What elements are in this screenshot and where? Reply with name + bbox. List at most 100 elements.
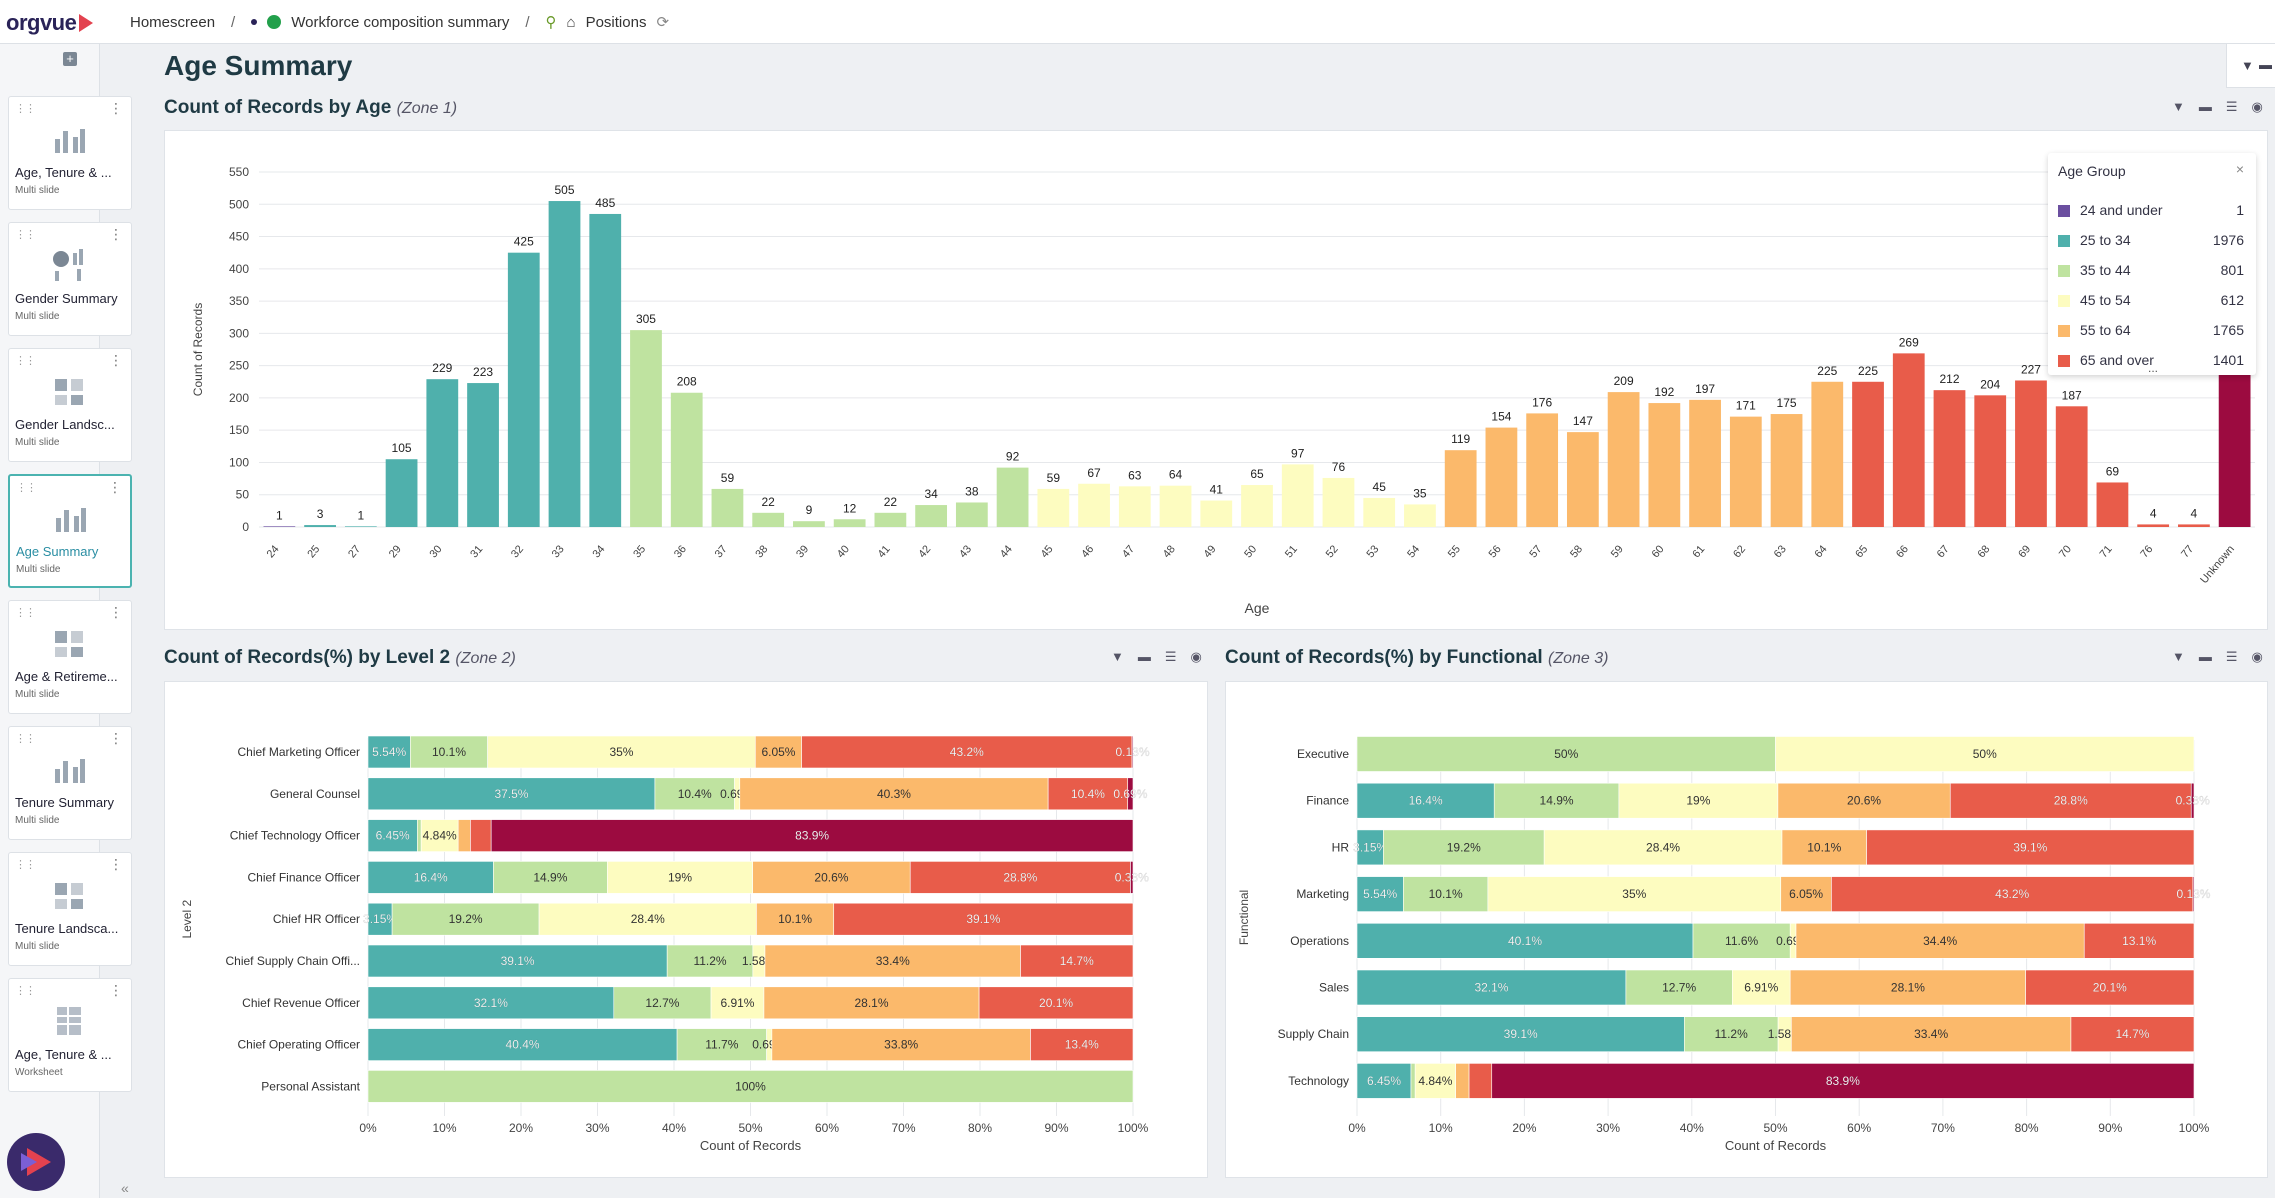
bar-segment[interactable] — [1775, 736, 2195, 772]
filter-icon[interactable]: ▼ — [1111, 649, 1124, 664]
bar-segment[interactable] — [2070, 1016, 2195, 1053]
bar-segment[interactable] — [1455, 1063, 1470, 1099]
bar-segment[interactable] — [1356, 1016, 1685, 1053]
bar[interactable] — [793, 521, 825, 527]
bar-segment[interactable] — [1777, 782, 1951, 819]
add-slide-button[interactable]: + — [63, 52, 77, 66]
bar-segment[interactable] — [457, 819, 471, 852]
more-menu-icon[interactable]: ⋮ — [109, 730, 123, 746]
bar-segment[interactable] — [391, 902, 540, 936]
bar[interactable] — [2137, 524, 2170, 527]
drag-handle-icon[interactable]: ⋮⋮ — [15, 229, 36, 241]
bar-segment[interactable] — [676, 1028, 767, 1061]
bar[interactable] — [915, 505, 948, 527]
bar[interactable] — [1729, 416, 1762, 527]
more-menu-icon[interactable]: ⋮ — [109, 604, 123, 620]
bar-segment[interactable] — [1356, 923, 1694, 959]
bar-segment[interactable] — [1131, 735, 1134, 769]
refresh-icon[interactable]: ⟳ — [656, 14, 670, 31]
slide-card[interactable]: ⋮⋮ ⋮ Tenure Landsca... Multi slide — [8, 852, 132, 966]
bar-segment[interactable] — [490, 819, 1134, 852]
bar-segment[interactable] — [1684, 1016, 1779, 1053]
palette-icon[interactable]: ◉ — [1190, 649, 1202, 664]
bar-segment[interactable] — [1949, 782, 2192, 819]
bar-segment[interactable] — [367, 902, 393, 936]
drag-handle-icon[interactable]: ⋮⋮ — [15, 607, 36, 619]
bar[interactable] — [833, 519, 866, 527]
bar[interactable] — [507, 252, 540, 527]
bar-segment[interactable] — [1356, 876, 1404, 912]
drag-handle-icon[interactable]: ⋮⋮ — [16, 482, 37, 494]
bar-segment[interactable] — [1789, 969, 2026, 1006]
drag-handle-icon[interactable]: ⋮⋮ — [15, 355, 36, 367]
bar-segment[interactable] — [1030, 1028, 1134, 1061]
more-menu-icon[interactable]: ⋮ — [109, 352, 123, 368]
bar-segment[interactable] — [538, 902, 757, 936]
bar-segment[interactable] — [1791, 1016, 2072, 1053]
bar[interactable] — [1485, 427, 1518, 527]
bar-segment[interactable] — [1130, 861, 1134, 894]
bar[interactable] — [548, 201, 581, 527]
bar-segment[interactable] — [1356, 782, 1495, 819]
bar[interactable] — [630, 330, 662, 527]
more-menu-icon[interactable]: ⋮ — [108, 479, 122, 495]
close-icon[interactable]: × — [2235, 161, 2244, 177]
bar-segment[interactable] — [752, 861, 911, 894]
comment-icon[interactable]: ▬ — [2198, 99, 2212, 114]
bar-segment[interactable] — [1403, 876, 1489, 912]
slide-card[interactable]: ⋮⋮ ⋮ Age & Retireme... Multi slide — [8, 600, 132, 714]
comment-icon[interactable]: ▬ — [2259, 57, 2272, 72]
bar-segment[interactable] — [1468, 1063, 1493, 1099]
bar[interactable] — [1566, 432, 1599, 527]
bar-segment[interactable] — [367, 1070, 1134, 1103]
bar-segment[interactable] — [764, 944, 1021, 978]
more-menu-icon[interactable]: ⋮ — [109, 856, 123, 872]
breadcrumb-home[interactable]: Homescreen — [130, 13, 216, 31]
legend-item[interactable]: 55 to 64 1765 — [2058, 322, 2244, 342]
legend-item[interactable]: 35 to 44 801 — [2058, 262, 2244, 282]
slide-card[interactable]: ⋮⋮ ⋮ Gender Summary Multi slide — [8, 222, 132, 336]
bar-segment[interactable] — [1491, 1063, 2195, 1099]
bar-segment[interactable] — [1356, 736, 1776, 772]
drag-handle-icon[interactable]: ⋮⋮ — [15, 859, 36, 871]
bar-segment[interactable] — [1356, 969, 1627, 1006]
bar-segment[interactable] — [1127, 777, 1134, 811]
bar-segment[interactable] — [1780, 876, 1832, 912]
bar-segment[interactable] — [1383, 829, 1545, 866]
bar-segment[interactable] — [1866, 829, 2195, 866]
bar-segment[interactable] — [1047, 777, 1129, 811]
legend-item[interactable]: 24 and under 1 — [2058, 202, 2244, 222]
palette-icon[interactable]: ◉ — [2251, 99, 2263, 114]
bar-segment[interactable] — [487, 735, 756, 769]
bar[interactable] — [1852, 381, 1884, 527]
bar[interactable] — [874, 512, 907, 527]
bar-segment[interactable] — [417, 819, 422, 852]
slide-card[interactable]: ⋮⋮ ⋮ Age Summary Multi slide — [8, 474, 132, 588]
bar-segment[interactable] — [1356, 829, 1384, 866]
bar[interactable] — [1118, 486, 1151, 527]
bar[interactable] — [1444, 450, 1477, 527]
bar[interactable] — [385, 459, 418, 527]
drag-handle-icon[interactable]: ⋮⋮ — [15, 103, 36, 115]
filter-icon[interactable]: ▼ — [2241, 58, 2254, 73]
bar-segment[interactable] — [1493, 782, 1620, 819]
bar[interactable] — [1892, 353, 1925, 527]
bar-segment[interactable] — [801, 735, 1133, 769]
bar[interactable] — [344, 526, 377, 527]
bar[interactable] — [1322, 477, 1355, 527]
bar[interactable] — [752, 512, 785, 527]
bar[interactable] — [1281, 464, 1314, 527]
bar-segment[interactable] — [756, 902, 835, 936]
bar[interactable] — [304, 525, 336, 527]
drag-handle-icon[interactable]: ⋮⋮ — [15, 733, 36, 745]
bar[interactable] — [1648, 403, 1681, 527]
orgvue-logo[interactable]: orgvue — [6, 10, 94, 36]
bar[interactable] — [1200, 500, 1233, 527]
slide-card[interactable]: ⋮⋮ ⋮ Tenure Summary Multi slide — [8, 726, 132, 840]
bar[interactable] — [670, 392, 703, 527]
bar-segment[interactable] — [978, 986, 1134, 1020]
bar-segment[interactable] — [1795, 923, 2085, 959]
bar-segment[interactable] — [710, 986, 765, 1020]
bar[interactable] — [711, 488, 744, 527]
bar-segment[interactable] — [1356, 1063, 1412, 1099]
